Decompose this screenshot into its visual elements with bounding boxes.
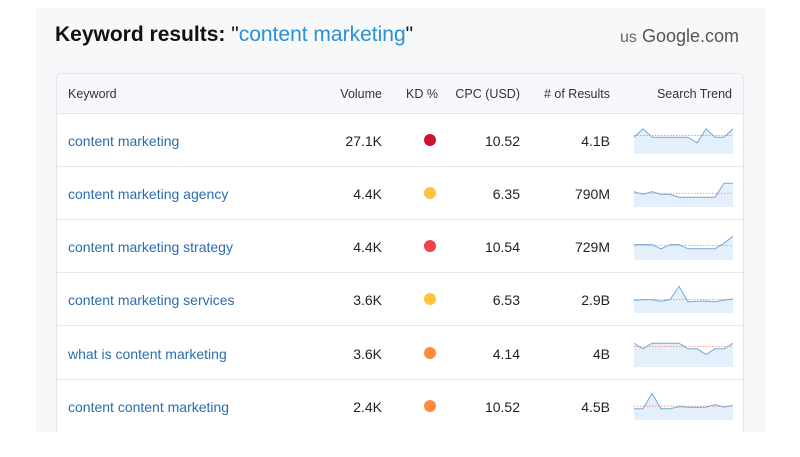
results-value: 4.5B bbox=[581, 399, 610, 415]
volume-value: 3.6K bbox=[353, 346, 382, 362]
keyword-link[interactable]: content marketing agency bbox=[68, 186, 229, 202]
keyword-link[interactable]: content content marketing bbox=[68, 399, 230, 415]
country-code: us bbox=[620, 29, 637, 46]
keyword-results-panel: Keyword results: "content marketing" us G… bbox=[36, 8, 766, 432]
table-row: content marketing agency 4.4K 6.35 790M bbox=[57, 167, 743, 220]
table-row: content marketing services 3.6K 6.53 2.9… bbox=[57, 273, 743, 326]
column-header-volume[interactable]: Volume bbox=[340, 87, 382, 101]
kd-difficulty-dot-icon bbox=[424, 134, 436, 146]
results-value: 790M bbox=[574, 186, 610, 202]
kd-difficulty-dot-icon bbox=[424, 347, 436, 359]
search-trend-sparkline bbox=[634, 128, 733, 154]
search-trend-sparkline bbox=[634, 182, 733, 207]
title-prefix: Keyword results: bbox=[55, 23, 226, 46]
results-value: 2.9B bbox=[581, 292, 610, 308]
table-row: what is content marketing 3.6K 4.14 4B bbox=[57, 327, 743, 380]
table-row: content marketing strategy 4.4K 10.54 72… bbox=[57, 220, 743, 273]
volume-value: 4.4K bbox=[353, 186, 382, 202]
volume-value: 3.6K bbox=[353, 292, 382, 308]
quote-open: " bbox=[231, 23, 239, 46]
search-trend-sparkline bbox=[634, 235, 733, 260]
cpc-value: 6.53 bbox=[492, 292, 520, 308]
database-selector[interactable]: us Google.com bbox=[620, 26, 739, 47]
table-row: content content marketing 2.4K 10.52 4.5… bbox=[57, 380, 743, 432]
search-trend-sparkline bbox=[634, 342, 733, 367]
volume-value: 27.1K bbox=[345, 133, 382, 149]
results-value: 729M bbox=[574, 239, 610, 255]
kd-difficulty-dot-icon bbox=[424, 240, 436, 252]
query-keyword: content marketing bbox=[238, 23, 406, 46]
keyword-link[interactable]: content marketing strategy bbox=[68, 239, 233, 255]
cpc-value: 6.35 bbox=[492, 186, 520, 202]
search-trend-sparkline bbox=[634, 392, 733, 420]
kd-difficulty-dot-icon bbox=[424, 187, 436, 199]
results-value: 4.1B bbox=[581, 133, 610, 149]
cpc-value: 10.52 bbox=[484, 133, 520, 149]
keyword-link[interactable]: what is content marketing bbox=[68, 346, 227, 362]
quote-close: " bbox=[405, 23, 414, 46]
kd-difficulty-dot-icon bbox=[424, 400, 436, 412]
keyword-table: Keyword Volume KD % CPC (USD) # of Resul… bbox=[56, 73, 744, 432]
table-header: Keyword Volume KD % CPC (USD) # of Resul… bbox=[57, 74, 743, 114]
column-header-kd[interactable]: KD % bbox=[406, 87, 438, 101]
cpc-value: 10.52 bbox=[484, 399, 520, 415]
cpc-value: 10.54 bbox=[484, 239, 520, 255]
results-value: 4B bbox=[592, 346, 610, 362]
column-header-search-trend: Search Trend bbox=[656, 87, 732, 101]
volume-value: 4.4K bbox=[353, 239, 382, 255]
keyword-link[interactable]: content marketing services bbox=[68, 292, 235, 308]
column-header-results[interactable]: # of Results bbox=[543, 87, 610, 101]
volume-value: 2.4K bbox=[353, 399, 382, 415]
table-row: content marketing 27.1K 10.52 4.1B bbox=[57, 114, 743, 167]
column-header-cpc[interactable]: CPC (USD) bbox=[455, 87, 520, 101]
cpc-value: 4.14 bbox=[492, 346, 520, 362]
keyword-link[interactable]: content marketing bbox=[68, 133, 180, 149]
search-trend-sparkline bbox=[634, 285, 733, 313]
database-name: Google.com bbox=[641, 26, 739, 46]
page-title: Keyword results: "content marketing" bbox=[55, 23, 413, 47]
kd-difficulty-dot-icon bbox=[424, 293, 436, 305]
column-header-keyword[interactable]: Keyword bbox=[68, 87, 117, 101]
